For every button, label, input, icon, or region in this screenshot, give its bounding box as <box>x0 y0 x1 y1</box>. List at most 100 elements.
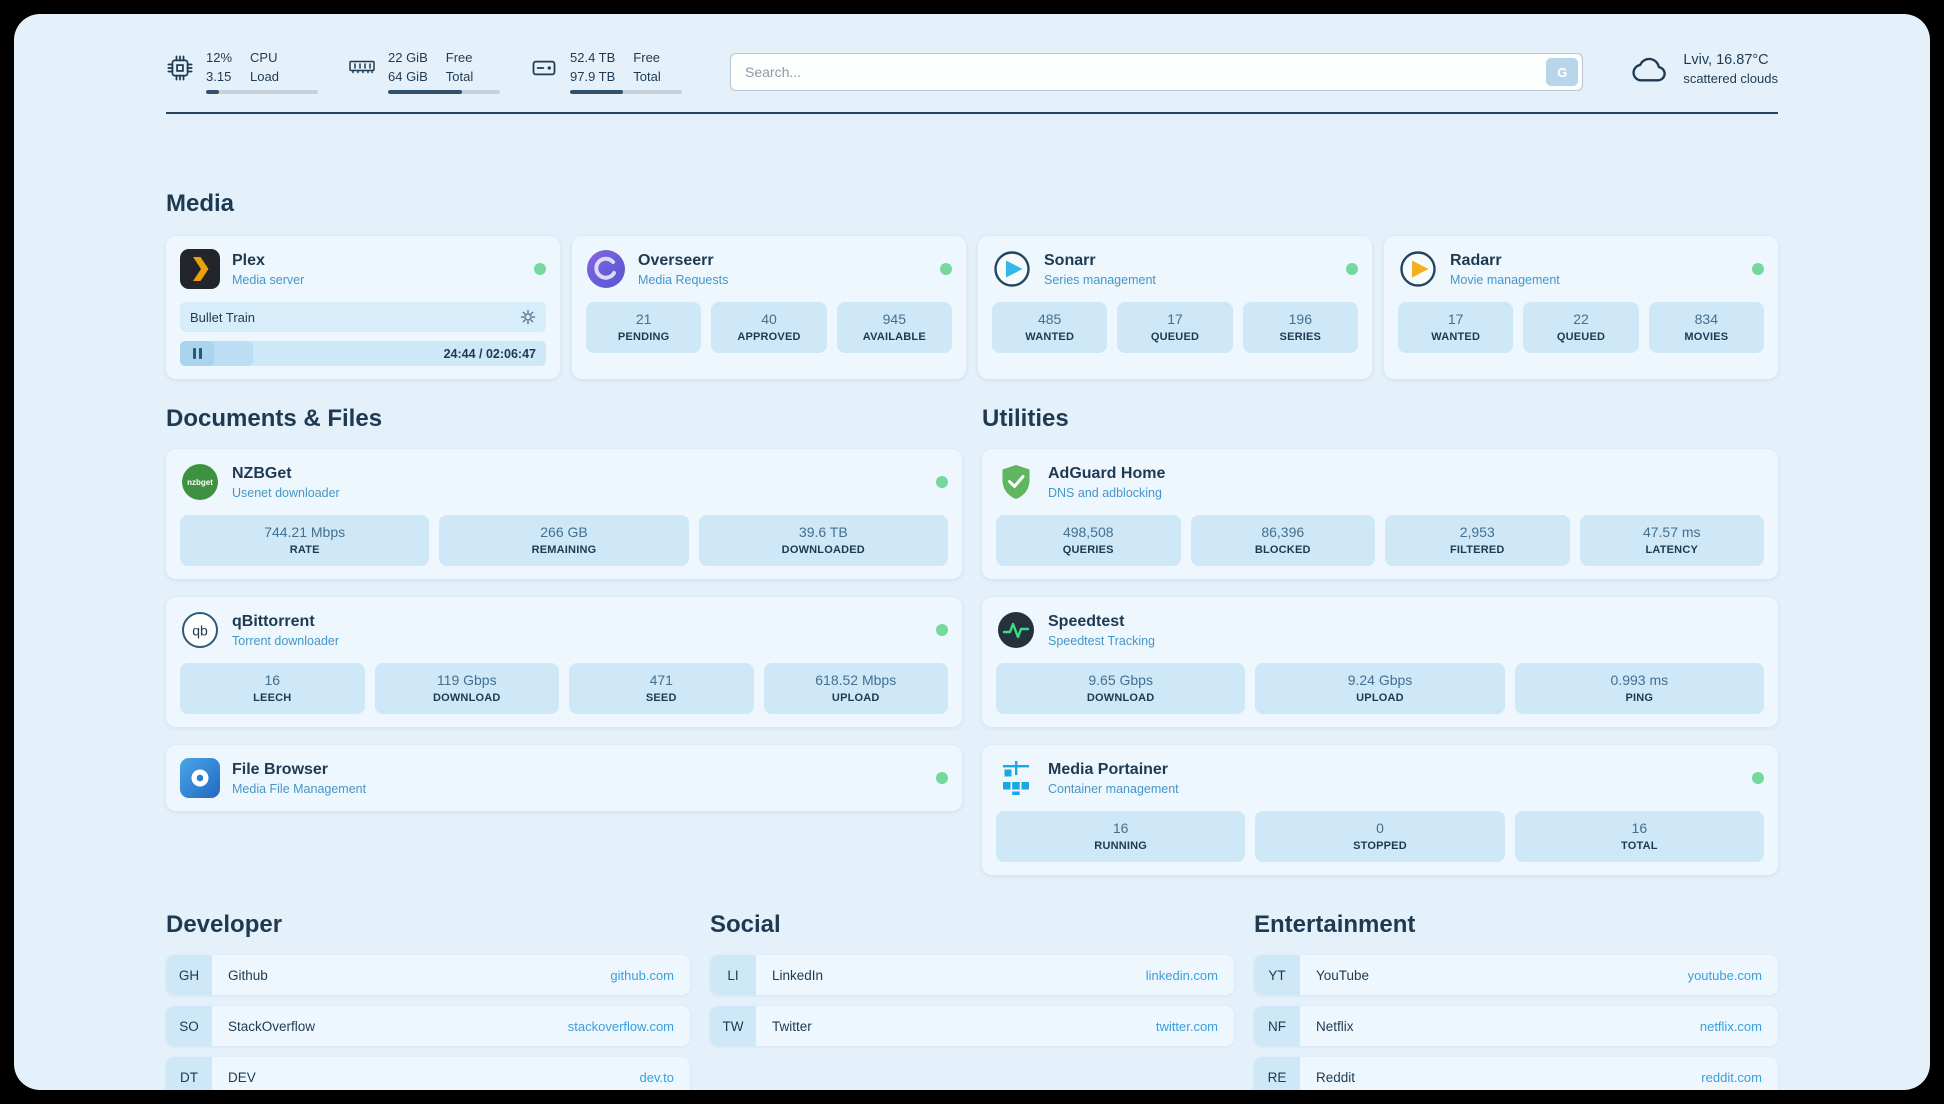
stat-tile: 9.65 Gbps DOWNLOAD <box>996 663 1246 714</box>
ram-total-value: 64 GiB <box>388 69 428 84</box>
portainer-icon <box>996 758 1036 798</box>
stat-value: 834 <box>1694 311 1718 327</box>
bookmark-url[interactable]: github.com <box>610 967 674 983</box>
stat-value: 17 <box>1167 311 1183 327</box>
bookmark-url[interactable]: stackoverflow.com <box>567 1018 674 1034</box>
service-card-plex[interactable]: Plex Media server Bullet Train <box>166 236 560 379</box>
status-dot <box>534 263 546 275</box>
playback-progress-bar[interactable]: 24:44 / 02:06:47 <box>180 341 546 366</box>
service-card-adguard[interactable]: AdGuard Home DNS and adblocking 498,508 … <box>982 449 1778 579</box>
service-name: Media Portainer <box>1048 760 1169 778</box>
service-subtitle: Speedtest Tracking <box>1048 633 1156 648</box>
dashboard-page: 12% 3.15 CPU Load <box>14 14 1930 1090</box>
stat-value: 744.21 Mbps <box>264 524 346 540</box>
disk-total-label: Total <box>633 69 661 84</box>
stat-label: DOWNLOAD <box>432 692 501 704</box>
search-bar: G <box>730 53 1584 91</box>
service-name: Sonarr <box>1044 251 1096 269</box>
stat-label: AVAILABLE <box>862 331 926 343</box>
bookmark-netflix[interactable]: NF Netflix netflix.com <box>1254 1006 1778 1046</box>
stat-tile: 21 PENDING <box>586 302 702 353</box>
top-bar: 12% 3.15 CPU Load <box>166 50 1778 94</box>
stat-label: LEECH <box>253 692 292 704</box>
weather-widget[interactable]: Lviv, 16.87°C scattered clouds <box>1629 52 1778 86</box>
status-dot <box>1752 263 1764 275</box>
service-card-speedtest[interactable]: Speedtest Speedtest Tracking 9.65 Gbps D… <box>982 597 1778 727</box>
now-playing-title: Bullet Train <box>190 309 256 325</box>
stat-tile: 945 AVAILABLE <box>836 302 952 353</box>
section-social: Social LI LinkedIn linkedin.com TW Twitt… <box>710 911 1234 1090</box>
bookmark-abbr: DT <box>166 1057 212 1090</box>
service-subtitle: Usenet downloader <box>232 485 340 500</box>
nzbget-icon: nzbget <box>180 462 220 502</box>
gear-icon[interactable] <box>520 309 536 325</box>
service-card-qbittorrent[interactable]: qb qBittorrent Torrent downloader <box>166 597 962 727</box>
cpu-load-value: 3.15 <box>206 69 232 84</box>
service-card-portainer[interactable]: Media Portainer Container management 16 … <box>982 745 1778 875</box>
stat-value: 498,508 <box>1062 524 1114 540</box>
stat-value: 17 <box>1447 311 1464 327</box>
service-name: File Browser <box>232 760 329 778</box>
developer-section-title: Developer <box>166 911 283 938</box>
stat-tile: 266 GB REMAINING <box>439 515 689 566</box>
stat-label: TOTAL <box>1620 840 1658 852</box>
status-dot <box>940 263 952 275</box>
topbar-divider <box>166 112 1778 114</box>
bookmark-url[interactable]: dev.to <box>639 1069 674 1085</box>
search-input[interactable] <box>730 53 1584 91</box>
stat-value: 0.993 ms <box>1610 672 1669 688</box>
bookmark-abbr: LI <box>710 955 756 995</box>
section-entertainment: Entertainment YT YouTube youtube.com NF … <box>1254 911 1778 1090</box>
service-name: Plex <box>232 251 265 269</box>
bookmark-reddit[interactable]: RE Reddit reddit.com <box>1254 1057 1778 1090</box>
bookmark-url[interactable]: twitter.com <box>1155 1018 1218 1034</box>
bookmark-name: Twitter <box>772 1018 812 1034</box>
stat-tile: 16 TOTAL <box>1514 811 1764 862</box>
disk-free-value: 52.4 TB <box>570 50 616 65</box>
speedtest-icon <box>996 610 1036 650</box>
svg-text:qb: qb <box>192 623 208 639</box>
service-subtitle: Media File Management <box>232 781 367 796</box>
pause-icon[interactable] <box>180 341 214 366</box>
status-dot <box>1752 772 1764 784</box>
bookmark-stackoverflow[interactable]: SO StackOverflow stackoverflow.com <box>166 1006 690 1046</box>
bookmark-url[interactable]: youtube.com <box>1687 967 1762 983</box>
stat-label: WANTED <box>1431 331 1481 343</box>
disk-progress-bar <box>570 90 682 94</box>
bookmark-linkedin[interactable]: LI LinkedIn linkedin.com <box>710 955 1234 995</box>
stat-value: 39.6 TB <box>798 524 848 540</box>
stat-tile: 834 MOVIES <box>1648 302 1764 353</box>
stat-label: APPROVED <box>737 331 801 343</box>
stat-tile: 86,396 BLOCKED <box>1190 515 1375 566</box>
cloud-icon <box>1629 53 1671 85</box>
stat-tile: 40 APPROVED <box>711 302 827 353</box>
stat-tile: 119 Gbps DOWNLOAD <box>374 663 559 714</box>
overseerr-icon <box>586 249 626 289</box>
bookmark-url[interactable]: linkedin.com <box>1145 967 1218 983</box>
bookmark-name: Github <box>228 967 268 983</box>
service-card-sonarr[interactable]: Sonarr Series management 485 WANTED 17 Q… <box>978 236 1372 379</box>
bookmark-dev[interactable]: DT DEV dev.to <box>166 1057 690 1090</box>
service-card-nzbget[interactable]: nzbget NZBGet Usenet downloader 74 <box>166 449 962 579</box>
stat-value: 618.52 Mbps <box>815 672 897 688</box>
service-card-filebrowser[interactable]: File Browser Media File Management <box>166 745 962 811</box>
service-name: AdGuard Home <box>1048 464 1166 482</box>
stat-value: 86,396 <box>1261 524 1305 540</box>
cpu-usage-label: CPU <box>250 50 278 65</box>
service-card-radarr[interactable]: Radarr Movie management 17 WANTED 22 QUE… <box>1384 236 1778 379</box>
bookmark-github[interactable]: GH Github github.com <box>166 955 690 995</box>
cpu-usage-value: 12% <box>206 50 233 65</box>
documents-section-title: Documents & Files <box>166 405 383 432</box>
weather-location: Lviv, 16.87°C <box>1683 52 1769 68</box>
service-card-overseerr[interactable]: Overseerr Media Requests 21 PENDING 40 A… <box>572 236 966 379</box>
bookmark-twitter[interactable]: TW Twitter twitter.com <box>710 1006 1234 1046</box>
service-name: Radarr <box>1450 251 1502 269</box>
stat-label: SERIES <box>1279 331 1322 343</box>
bookmark-youtube[interactable]: YT YouTube youtube.com <box>1254 955 1778 995</box>
bookmark-url[interactable]: reddit.com <box>1701 1069 1762 1085</box>
ram-icon <box>348 54 376 82</box>
bookmark-url[interactable]: netflix.com <box>1699 1018 1762 1034</box>
stat-value: 47.57 ms <box>1642 524 1701 540</box>
search-engine-button[interactable]: G <box>1546 58 1579 86</box>
bookmark-abbr: NF <box>1254 1006 1300 1046</box>
